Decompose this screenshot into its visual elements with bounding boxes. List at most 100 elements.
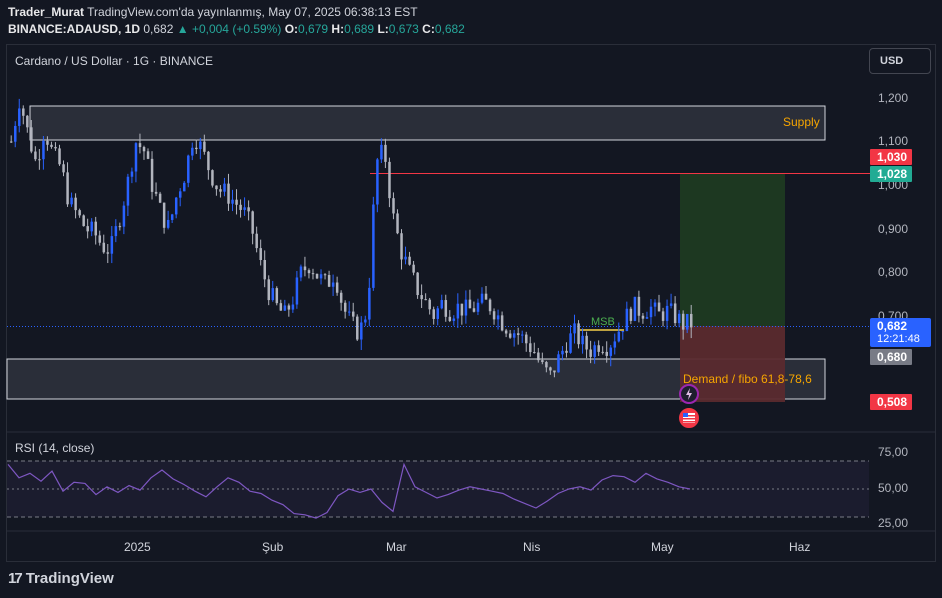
- candle-body: [376, 159, 379, 205]
- rsi-tick: 50,00: [878, 481, 909, 495]
- candle-body: [267, 279, 271, 301]
- candle-body: [343, 302, 347, 312]
- candle-body: [428, 299, 431, 310]
- candle-body: [70, 197, 73, 205]
- low-label: L:: [377, 22, 389, 36]
- target-price-tag: 1,028: [870, 166, 912, 182]
- symbol-name[interactable]: BINANCE:ADAUSD, 1D: [8, 22, 141, 36]
- candle-body: [492, 311, 496, 320]
- candle-body: [480, 293, 484, 303]
- candle-body: [106, 252, 110, 254]
- candle-body: [589, 349, 592, 357]
- candle-body: [199, 141, 202, 150]
- candle-body: [187, 155, 190, 183]
- candle-body: [247, 207, 250, 212]
- candle-body: [637, 296, 641, 316]
- price-change: ▲ +0,004 (+0.59%): [176, 22, 282, 36]
- candle-body: [549, 367, 552, 371]
- candle-body: [98, 235, 102, 243]
- candle-body: [653, 302, 657, 307]
- candle-body: [154, 191, 158, 194]
- candle-body: [516, 333, 520, 335]
- candle-body: [440, 300, 444, 309]
- candle-body: [295, 277, 299, 305]
- candle-body: [215, 185, 218, 190]
- candle-body: [158, 193, 162, 203]
- candle-body: [54, 146, 57, 149]
- candle-body: [239, 204, 242, 210]
- supply-label: Supply: [783, 115, 820, 129]
- candle-body: [541, 360, 544, 363]
- candle-body: [74, 197, 77, 211]
- time-tick: 2025: [124, 540, 151, 554]
- candle-body: [170, 214, 174, 220]
- candle-body: [657, 302, 661, 312]
- time-tick: Mar: [386, 540, 407, 554]
- rsi-indicator-label[interactable]: RSI (14, close): [15, 441, 95, 455]
- current-price-tag: 0,682 12:21:48: [870, 318, 931, 347]
- chart-title[interactable]: Cardano / US Dollar · 1G · BINANCE: [15, 54, 214, 68]
- candle-body: [259, 248, 262, 261]
- candle-body: [597, 345, 600, 352]
- candle-body: [368, 287, 371, 320]
- candle-body: [416, 272, 419, 296]
- candle-body: [162, 202, 166, 228]
- candle-body: [335, 282, 339, 293]
- candle-body: [283, 305, 287, 311]
- publish-info: Trader_Murat TradingView.com'da yayınlan…: [8, 5, 418, 19]
- candle-body: [444, 300, 448, 317]
- candle-body: [464, 299, 468, 316]
- candle-body: [569, 333, 572, 353]
- candle-body: [339, 292, 343, 303]
- price-tick: 0,900: [878, 222, 909, 236]
- candle-body: [263, 260, 266, 280]
- candle-body: [356, 316, 359, 340]
- candle-body: [360, 322, 363, 340]
- candle-body: [14, 125, 17, 142]
- candle-body: [665, 305, 669, 321]
- candle-body: [311, 273, 315, 275]
- candle-body: [319, 274, 323, 279]
- candle-body: [207, 151, 210, 171]
- current-price-value: 0,682: [877, 319, 908, 333]
- resistance-price-tag: 1,030: [870, 149, 912, 165]
- candle-body: [34, 151, 37, 160]
- candle-body: [529, 343, 532, 353]
- candle-body: [613, 341, 617, 348]
- candle-body: [78, 210, 81, 216]
- candle-body: [432, 309, 435, 319]
- candle-body: [352, 311, 355, 317]
- candle-body: [86, 226, 89, 232]
- publisher-name[interactable]: Trader_Murat: [8, 5, 85, 19]
- candle-body: [412, 264, 415, 273]
- candle-body: [130, 171, 134, 177]
- candle-body: [46, 140, 49, 145]
- tradingview-logo[interactable]: 17 TradingView: [8, 570, 114, 587]
- candle-body: [58, 148, 61, 165]
- candle-body: [235, 199, 238, 205]
- candle-body: [621, 331, 625, 333]
- candle-body: [408, 256, 411, 265]
- entry-price-tag: 0,680: [870, 349, 912, 365]
- currency-button[interactable]: USD: [869, 48, 931, 74]
- candle-body: [287, 305, 291, 310]
- candle-body: [38, 159, 41, 161]
- candle-body: [681, 313, 685, 330]
- candle-body: [384, 144, 387, 162]
- candle-body: [195, 147, 198, 150]
- candle-body: [251, 211, 254, 234]
- candle-body: [392, 198, 395, 214]
- candle-body: [396, 213, 399, 234]
- candle-body: [488, 299, 492, 312]
- candle-body: [90, 221, 93, 232]
- candle-body: [231, 199, 234, 204]
- candle-body: [223, 183, 226, 192]
- bar-countdown: 12:21:48: [877, 333, 920, 345]
- rsi-tick: 25,00: [878, 516, 909, 530]
- candle-body: [649, 306, 653, 318]
- candle-body: [364, 319, 367, 323]
- candle-body: [178, 191, 182, 198]
- supply-zone: [29, 105, 826, 141]
- candle-body: [307, 270, 311, 274]
